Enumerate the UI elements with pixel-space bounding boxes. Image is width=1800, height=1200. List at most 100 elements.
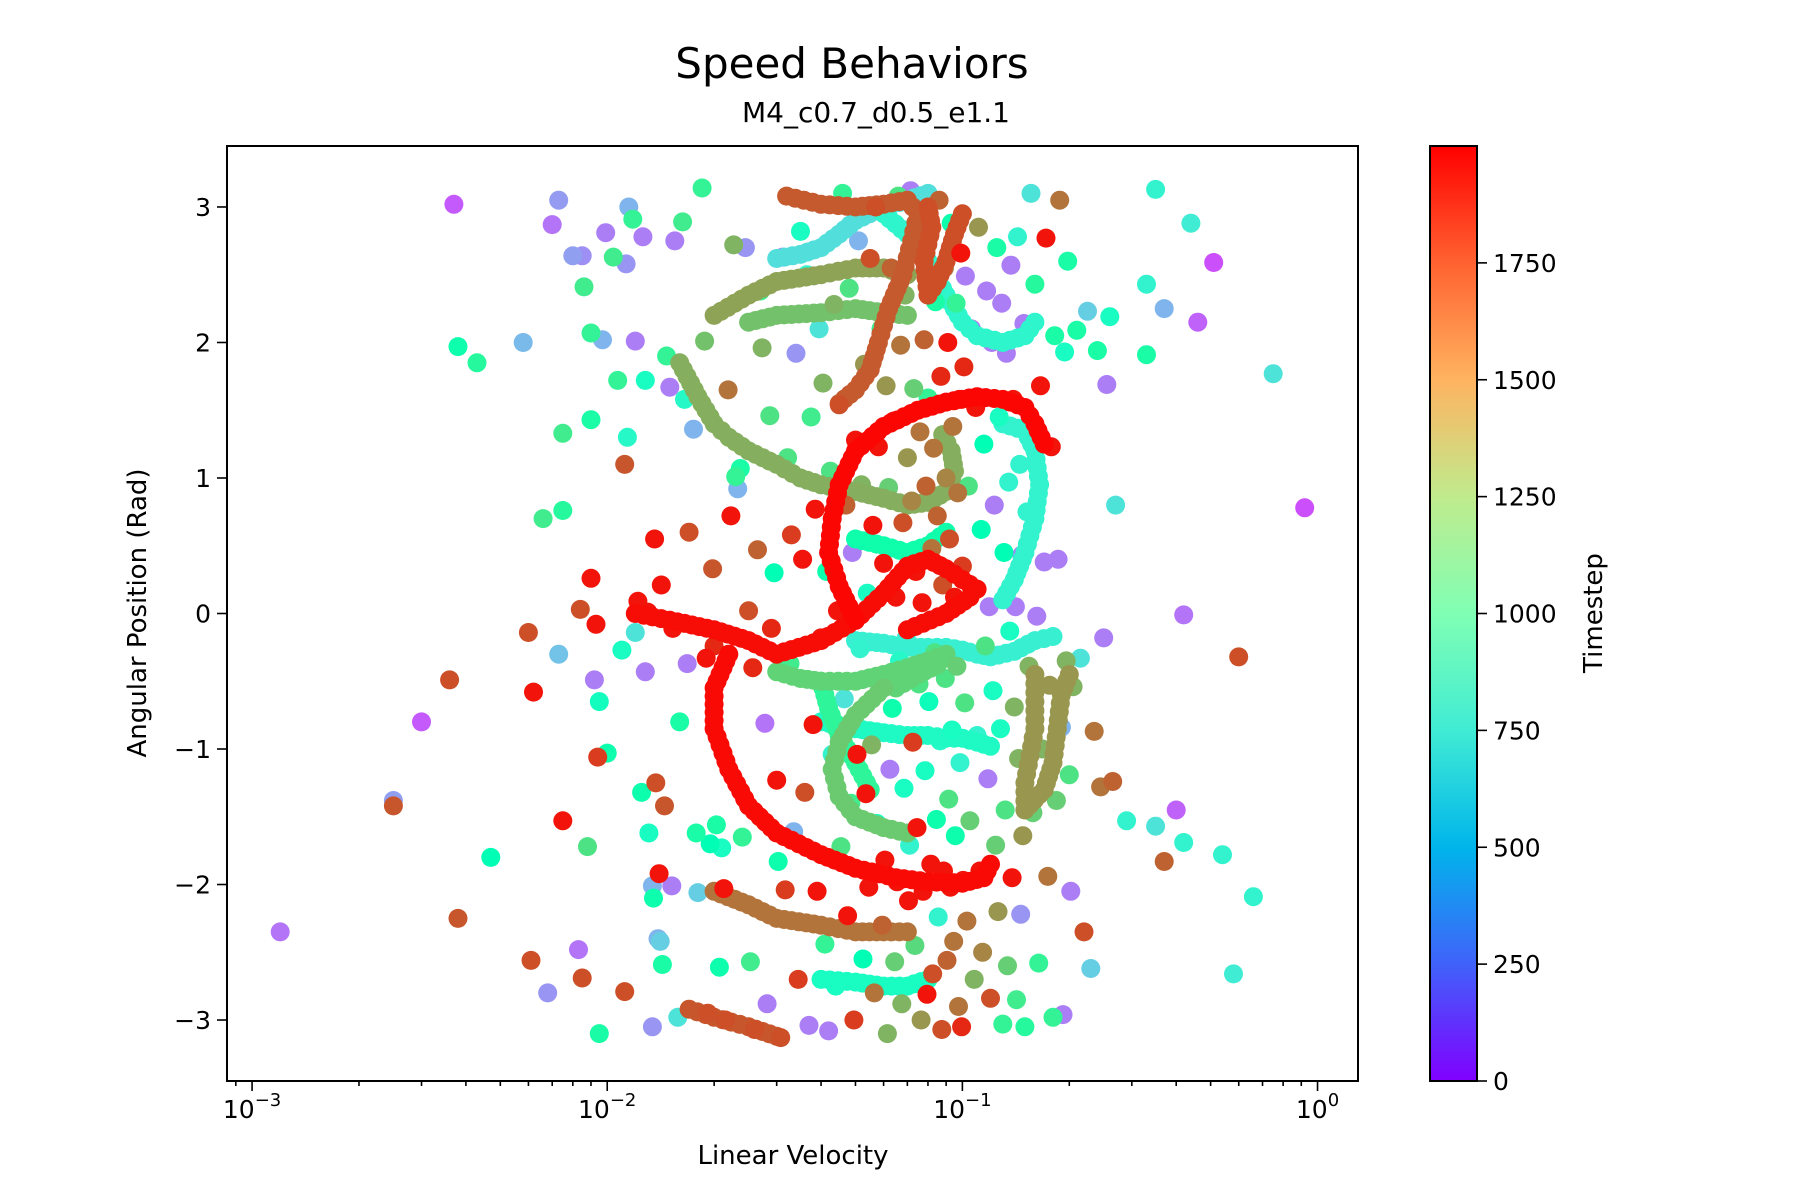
data-point: [1029, 953, 1049, 973]
x-axis: 10−3 10−2 10−1 100: [223, 1081, 1339, 1124]
data-point: [642, 1017, 662, 1037]
data-point: [632, 782, 652, 802]
data-point: [1097, 375, 1117, 394]
data-point: [1204, 253, 1224, 272]
data-point: [625, 331, 645, 351]
data-point: [1100, 307, 1120, 327]
data-point: [1059, 765, 1079, 785]
y-tick-label: −3: [174, 1006, 211, 1035]
data-point: [563, 246, 583, 266]
data-point: [639, 823, 659, 843]
data-point: [936, 468, 956, 488]
data-point: [696, 648, 716, 668]
data-point: [986, 835, 1006, 855]
colorbar-tick-label: 0: [1493, 1067, 1509, 1096]
data-point: [891, 335, 911, 355]
data-point: [1031, 376, 1050, 396]
data-point: [665, 231, 685, 251]
data-point: [950, 753, 970, 773]
data-point: [1087, 341, 1107, 361]
data-point: [662, 876, 682, 896]
data-point: [1146, 179, 1166, 199]
data-point: [578, 837, 597, 857]
data-point: [581, 568, 601, 588]
colorbar-tick-label: 250: [1493, 950, 1541, 979]
data-point: [596, 223, 616, 243]
data-point: [834, 689, 854, 709]
data-point: [1094, 628, 1114, 648]
data-point: [688, 883, 708, 903]
data-point: [924, 438, 944, 458]
y-tick-label: −2: [174, 871, 211, 900]
data-point: [807, 881, 827, 901]
data-point: [992, 293, 1012, 313]
data-point: [916, 476, 936, 496]
data-point: [649, 864, 669, 884]
data-point: [549, 644, 569, 664]
data-point: [755, 713, 775, 733]
data-point: [955, 266, 975, 286]
colorbar-tick-label: 1500: [1493, 366, 1557, 395]
data-point: [635, 370, 655, 390]
trajectory-point: [1059, 665, 1079, 684]
trajectory-point: [1034, 434, 1054, 454]
data-point: [860, 249, 880, 268]
data-point: [1081, 959, 1101, 978]
data-point: [938, 333, 958, 352]
data-point: [1048, 549, 1068, 569]
data-point: [907, 818, 927, 838]
data-point: [1154, 852, 1174, 871]
data-point: [603, 247, 623, 267]
data-point: [1070, 648, 1090, 668]
data-point: [652, 955, 672, 974]
x-tick-label: 10−2: [578, 1090, 636, 1124]
data-point: [975, 636, 995, 656]
data-point: [819, 1021, 839, 1041]
data-point: [748, 540, 767, 560]
data-point: [270, 922, 290, 942]
data-point: [718, 380, 738, 400]
data-point: [714, 879, 734, 899]
data-point: [928, 907, 948, 927]
data-point: [813, 373, 833, 393]
data-point: [1213, 845, 1232, 865]
data-point: [1084, 721, 1104, 741]
data-point: [989, 407, 1009, 427]
data-point: [866, 197, 886, 217]
data-point: [805, 499, 825, 519]
data-point: [1243, 887, 1263, 907]
data-point: [1002, 868, 1022, 888]
data-point: [743, 658, 763, 678]
trajectory-point: [897, 620, 917, 640]
data-point: [771, 1028, 791, 1048]
y-tick-label: 0: [195, 600, 211, 629]
data-point: [650, 931, 670, 951]
data-point: [651, 575, 671, 595]
data-point: [709, 957, 729, 977]
data-point: [927, 506, 947, 526]
data-point: [803, 715, 823, 735]
data-point: [945, 826, 965, 846]
data-point: [902, 491, 922, 511]
data-point: [760, 406, 780, 426]
data-point: [987, 238, 1007, 258]
data-point: [847, 744, 867, 764]
data-point: [1013, 826, 1033, 846]
data-point: [660, 377, 680, 397]
data-point: [1015, 1017, 1035, 1037]
data-point: [553, 501, 573, 520]
data-point: [677, 654, 697, 674]
data-point: [939, 789, 959, 809]
data-point: [911, 1010, 931, 1030]
data-point: [926, 810, 946, 829]
data-point: [752, 338, 772, 358]
data-point: [1146, 816, 1166, 836]
data-point: [1106, 495, 1126, 515]
data-point: [1103, 772, 1123, 791]
data-point: [695, 331, 715, 351]
data-point: [955, 693, 975, 713]
data-point: [949, 997, 968, 1016]
data-point: [915, 761, 935, 781]
data-point: [914, 330, 934, 350]
data-point: [673, 212, 693, 232]
